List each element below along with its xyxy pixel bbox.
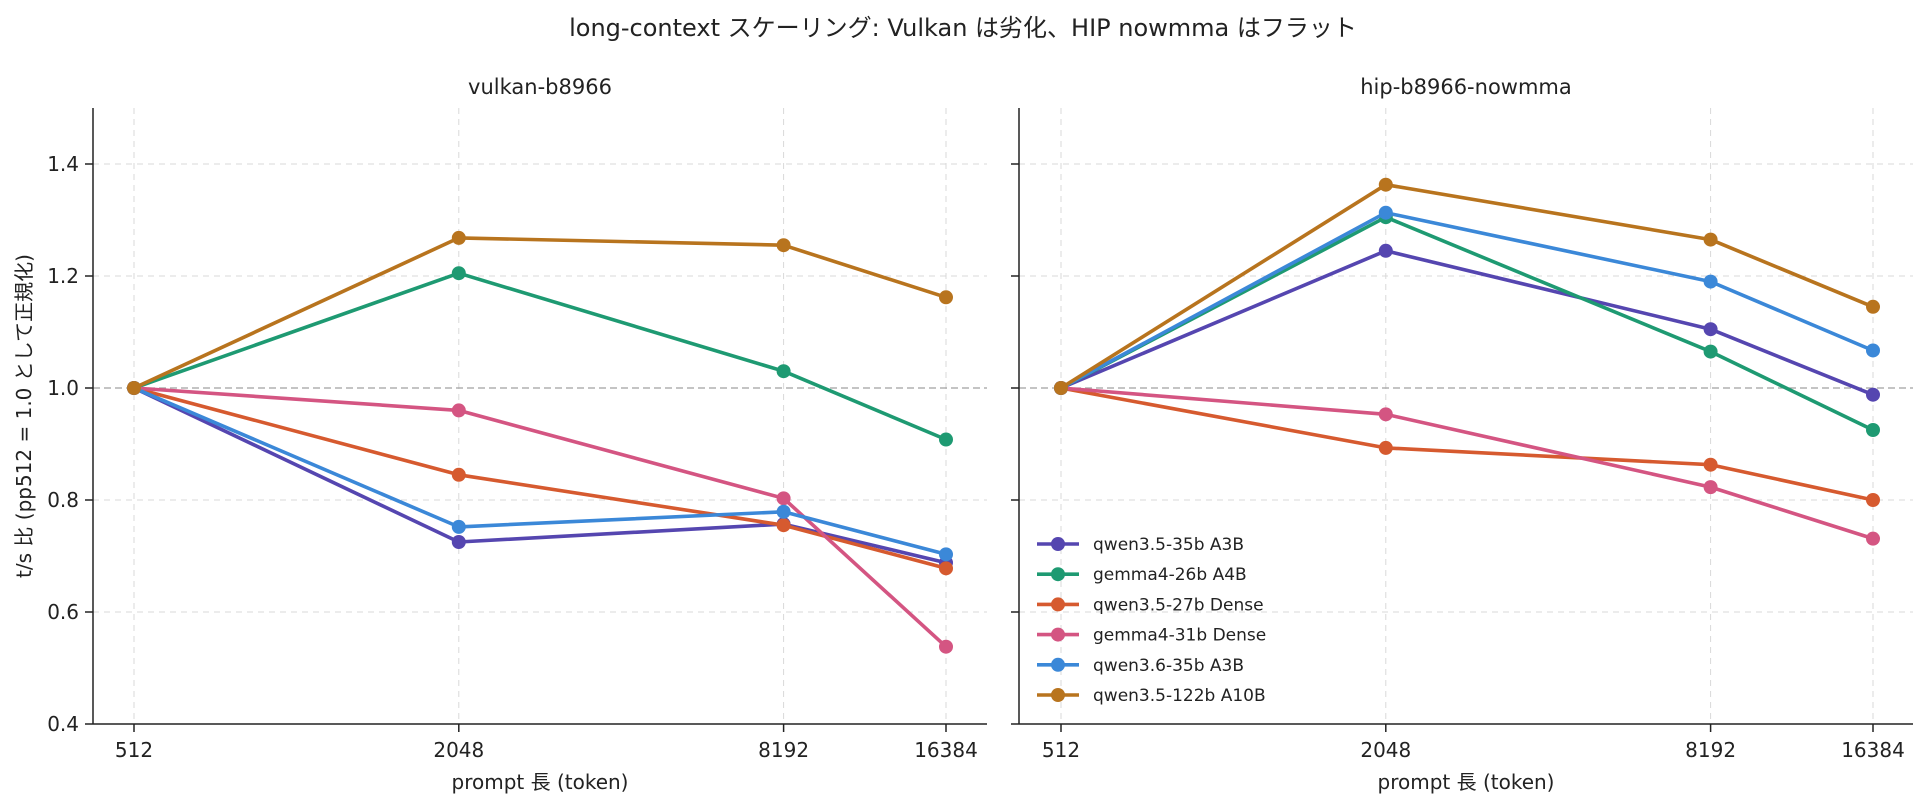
series-line-gemma4-31b-dense bbox=[132, 386, 948, 649]
series-line-qwen3-6-35b-a3b bbox=[1059, 210, 1875, 390]
y-tick-label: 0.8 bbox=[47, 488, 79, 512]
data-point-qwen3-5-35b-a3b bbox=[1703, 322, 1718, 337]
legend-marker-gemma4-26b-a4b bbox=[1051, 567, 1065, 582]
data-point-qwen3-5-35b-a3b bbox=[451, 535, 466, 549]
y-tick-label: 1.4 bbox=[47, 152, 79, 176]
panel-left: 0.4 0.6 0.8 1.0 1.2 1.4 512 2048 8192 16384 vulk… bbox=[12, 75, 987, 794]
y-axis-label: t/s 比 (pp512 = 1.0 として正規化) bbox=[12, 254, 36, 578]
data-point-qwen3-5-122b-a10b bbox=[1866, 299, 1880, 314]
data-point-qwen3-5-122b-a10b bbox=[127, 381, 141, 395]
series-right bbox=[1054, 177, 1880, 546]
legend-label-gemma4-31b-dense: gemma4-31b Dense bbox=[1093, 626, 1266, 646]
series-line-qwen3-5-35b-a3b bbox=[132, 386, 948, 565]
data-point-qwen3-5-27b-dense bbox=[1866, 493, 1880, 507]
data-point-qwen3-6-35b-a3b bbox=[939, 547, 953, 562]
x-tick-label: 8192 bbox=[1685, 738, 1736, 762]
series-line-qwen3-5-27b-dense bbox=[1059, 386, 1875, 502]
panel-title-right: hip-b8966-nowmma bbox=[1360, 75, 1572, 99]
series-line-qwen3-5-35b-a3b bbox=[1059, 249, 1875, 397]
x-tick-label: 2048 bbox=[1360, 738, 1411, 762]
data-point-qwen3-5-122b-a10b bbox=[776, 238, 791, 253]
legend-marker-qwen3-5-122b-a10b bbox=[1051, 688, 1065, 702]
data-point-qwen3-6-35b-a3b bbox=[1378, 205, 1393, 220]
data-point-qwen3-5-27b-dense bbox=[939, 561, 953, 576]
data-point-qwen3-5-27b-dense bbox=[451, 467, 466, 482]
x-tick-label: 512 bbox=[1042, 738, 1080, 762]
x-axis-label-left: prompt 長 (token) bbox=[452, 770, 629, 794]
data-point-gemma4-31b-dense bbox=[1378, 407, 1393, 422]
data-point-qwen3-5-122b-a10b bbox=[1703, 232, 1718, 247]
x-tick-label: 16384 bbox=[914, 738, 978, 762]
data-point-gemma4-31b-dense bbox=[939, 639, 953, 654]
data-point-qwen3-5-122b-a10b bbox=[451, 230, 466, 245]
legend-label-qwen3-5-122b-a10b: qwen3.5-122b A10B bbox=[1093, 686, 1266, 706]
data-point-gemma4-31b-dense bbox=[1703, 480, 1718, 495]
data-point-qwen3-5-122b-a10b bbox=[1054, 381, 1068, 395]
legend-marker-qwen3-6-35b-a3b bbox=[1051, 657, 1065, 672]
y-tick-label: 0.6 bbox=[47, 600, 79, 624]
data-point-qwen3-5-35b-a3b bbox=[1378, 243, 1393, 258]
series-line-qwen3-5-122b-a10b bbox=[132, 236, 948, 390]
x-tick-label: 8192 bbox=[758, 738, 809, 762]
legend-marker-gemma4-31b-dense bbox=[1051, 627, 1065, 642]
y-ticks-right bbox=[1011, 163, 1019, 725]
data-point-gemma4-26b-a4b bbox=[1866, 423, 1880, 437]
y-tick-label: 1.2 bbox=[47, 264, 79, 288]
data-point-gemma4-31b-dense bbox=[1866, 531, 1880, 546]
legend-label-qwen3-6-35b-a3b: qwen3.6-35b A3B bbox=[1093, 656, 1244, 676]
data-point-gemma4-26b-a4b bbox=[451, 266, 466, 281]
legend-label-qwen3-5-27b-dense: qwen3.5-27b Dense bbox=[1093, 595, 1264, 615]
data-point-gemma4-31b-dense bbox=[451, 403, 466, 418]
figure-title: long-context スケーリング: Vulkan は劣化、HIP nowm… bbox=[569, 14, 1357, 42]
x-axis-label-right: prompt 長 (token) bbox=[1378, 770, 1555, 794]
series-line-gemma4-26b-a4b bbox=[1059, 215, 1875, 432]
series-line-gemma4-26b-a4b bbox=[132, 271, 948, 442]
x-tick-label: 2048 bbox=[433, 738, 484, 762]
legend-marker-qwen3-5-27b-dense bbox=[1051, 597, 1065, 612]
series-left bbox=[127, 230, 953, 654]
legend: qwen3.5-35b A3B gemma4-26b A4B qwen3.5-27b… bbox=[1037, 535, 1266, 706]
series-line-qwen3-6-35b-a3b bbox=[132, 386, 948, 557]
legend-marker-qwen3-5-35b-a3b bbox=[1051, 537, 1065, 551]
x-tick-label: 512 bbox=[115, 738, 153, 762]
data-point-qwen3-6-35b-a3b bbox=[776, 504, 791, 519]
series-line-qwen3-5-27b-dense bbox=[132, 386, 948, 571]
x-ticks-left: 512 2048 8192 16384 bbox=[115, 724, 978, 762]
data-point-gemma4-26b-a4b bbox=[939, 432, 953, 447]
data-point-gemma4-31b-dense bbox=[776, 491, 791, 506]
x-tick-label: 16384 bbox=[1841, 738, 1905, 762]
data-point-gemma4-26b-a4b bbox=[776, 364, 791, 379]
data-point-qwen3-5-35b-a3b bbox=[1866, 387, 1880, 402]
legend-label-qwen3-5-35b-a3b: qwen3.5-35b A3B bbox=[1093, 535, 1244, 555]
data-point-qwen3-6-35b-a3b bbox=[1866, 343, 1880, 358]
legend-label-gemma4-26b-a4b: gemma4-26b A4B bbox=[1093, 565, 1247, 585]
data-point-qwen3-6-35b-a3b bbox=[1703, 274, 1718, 289]
panel-title-left: vulkan-b8966 bbox=[468, 75, 612, 99]
y-tick-label: 0.4 bbox=[47, 712, 79, 736]
panel-right: 512 2048 8192 16384 hip-b8966-nowmma prompt… bbox=[1011, 75, 1913, 794]
data-point-qwen3-6-35b-a3b bbox=[451, 519, 466, 534]
grid-left bbox=[93, 108, 987, 725]
data-point-qwen3-5-122b-a10b bbox=[1378, 177, 1393, 192]
x-ticks-right: 512 2048 8192 16384 bbox=[1042, 724, 1905, 762]
y-ticks-left: 0.4 0.6 0.8 1.0 1.2 1.4 bbox=[47, 152, 93, 736]
series-line-gemma4-31b-dense bbox=[1059, 386, 1875, 541]
data-point-qwen3-5-27b-dense bbox=[776, 518, 791, 533]
series-line-qwen3-5-122b-a10b bbox=[1059, 182, 1875, 390]
data-point-gemma4-26b-a4b bbox=[1703, 344, 1718, 359]
data-point-qwen3-5-27b-dense bbox=[1378, 440, 1393, 455]
data-point-qwen3-5-27b-dense bbox=[1703, 457, 1718, 472]
data-point-qwen3-5-122b-a10b bbox=[939, 290, 953, 305]
y-tick-label: 1.0 bbox=[47, 376, 79, 400]
